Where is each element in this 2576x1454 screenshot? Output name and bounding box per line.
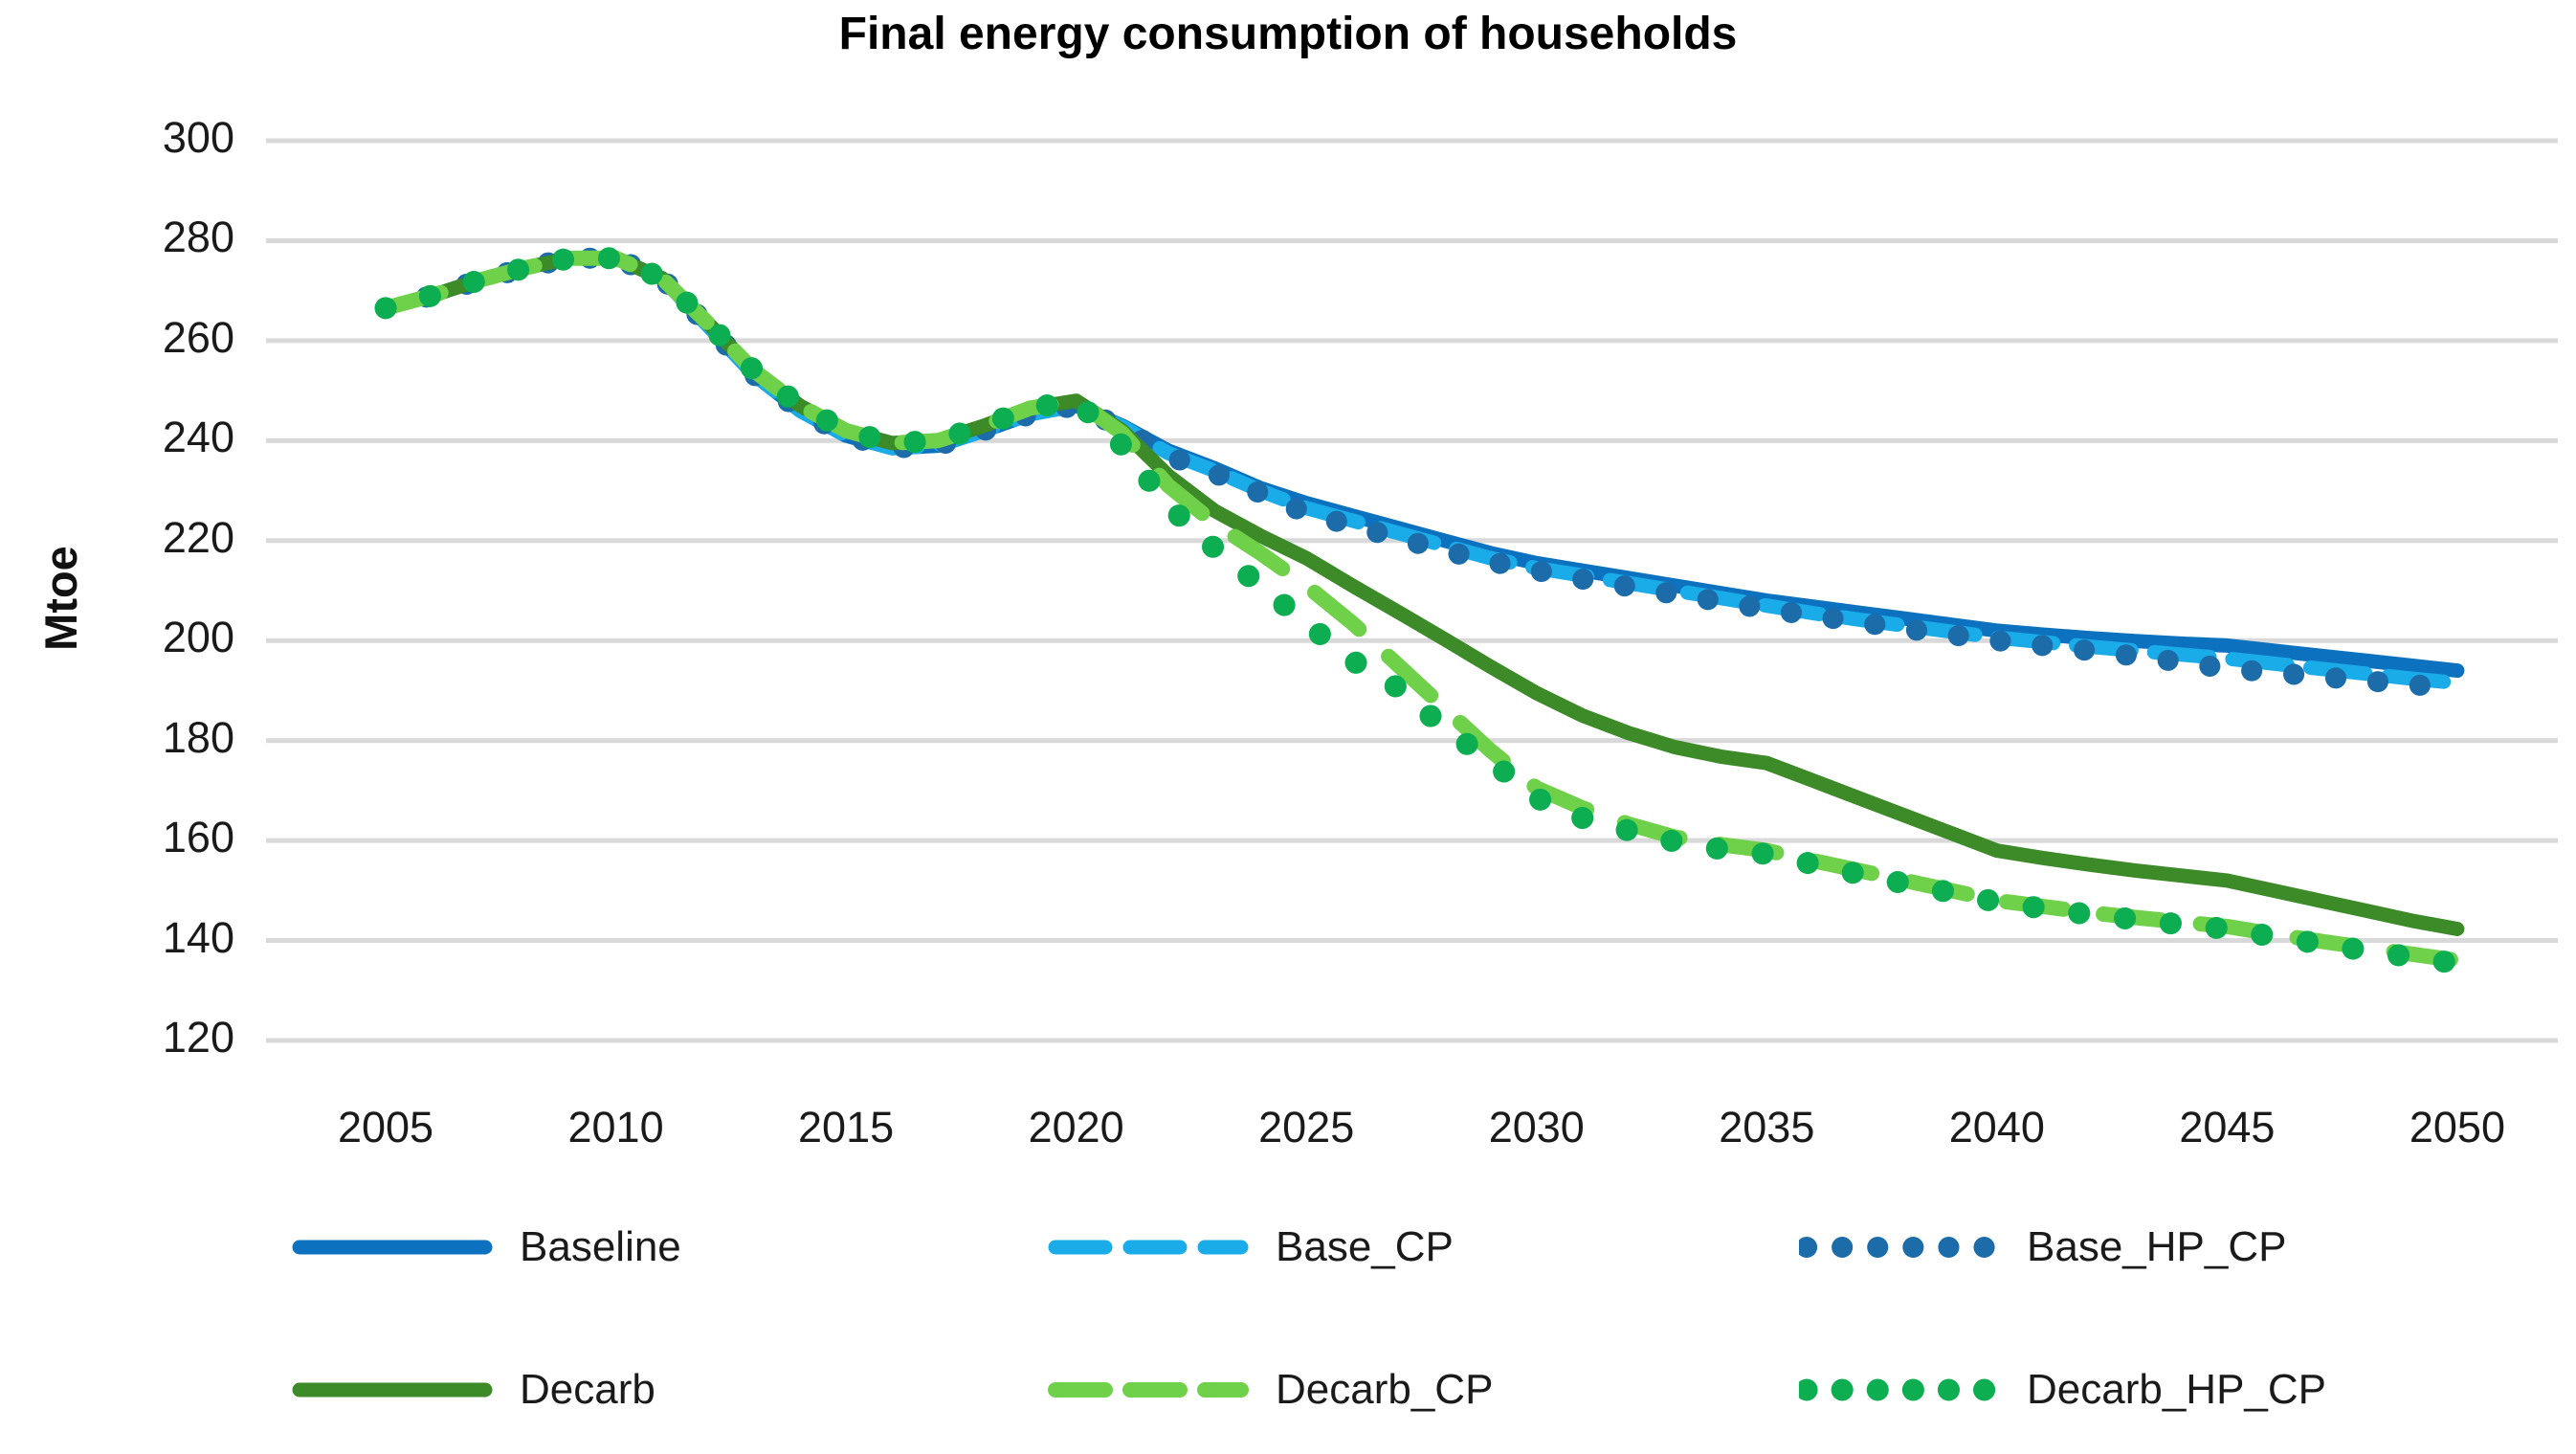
x-tick-label: 2010 — [567, 1103, 664, 1152]
y-tick-label: 160 — [162, 813, 234, 862]
x-tick-label: 2050 — [2409, 1103, 2505, 1152]
series-line-5 — [374, 247, 2469, 975]
series-line-3 — [378, 251, 2465, 936]
legend-marker-icon — [1048, 1382, 1249, 1398]
x-tick-label: 2040 — [1948, 1103, 2045, 1152]
y-tick-label: 140 — [162, 912, 234, 962]
x-tick-label: 2025 — [1258, 1103, 1355, 1152]
legend-item-5: Decarb_HP_CP — [1799, 1359, 2326, 1420]
y-tick-label: 220 — [162, 512, 234, 562]
y-tick-label: 180 — [162, 712, 234, 762]
legend-label: Decarb_CP — [1276, 1366, 1494, 1413]
y-tick-label: 120 — [162, 1013, 234, 1062]
legend-label: Decarb — [520, 1366, 655, 1413]
legend-marker-icon — [1799, 1237, 2000, 1258]
y-tick-label: 260 — [162, 312, 234, 362]
legend-item-2: Base_HP_CP — [1799, 1217, 2286, 1278]
legend-marker-icon — [292, 1240, 493, 1255]
y-tick-label: 280 — [162, 213, 234, 262]
x-tick-label: 2030 — [1488, 1103, 1585, 1152]
legend-label: Decarb_HP_CP — [2027, 1366, 2327, 1413]
legend-marker-icon — [1048, 1240, 1249, 1255]
y-tick-label: 200 — [162, 613, 234, 662]
y-tick-label: 240 — [162, 413, 234, 462]
x-tick-label: 2035 — [1719, 1103, 1815, 1152]
legend-item-0: Baseline — [292, 1217, 681, 1278]
legend-label: Baseline — [520, 1223, 681, 1270]
legend-item-1: Base_CP — [1048, 1217, 1454, 1278]
x-tick-label: 2045 — [2179, 1103, 2276, 1152]
legend-label: Base_CP — [1276, 1223, 1454, 1270]
legend-marker-icon — [292, 1382, 493, 1398]
legend-marker-icon — [1799, 1378, 2000, 1401]
legend-item-4: Decarb_CP — [1048, 1359, 1493, 1420]
x-tick-label: 2015 — [798, 1103, 895, 1152]
legend-item-3: Decarb — [292, 1359, 655, 1420]
y-tick-label: 300 — [162, 113, 234, 162]
chart-title: Final energy consumption of households — [838, 9, 1738, 59]
x-tick-label: 2020 — [1028, 1103, 1124, 1152]
x-tick-label: 2005 — [337, 1103, 434, 1152]
series-line-4 — [378, 250, 2465, 969]
legend-label: Base_HP_CP — [2027, 1223, 2287, 1270]
